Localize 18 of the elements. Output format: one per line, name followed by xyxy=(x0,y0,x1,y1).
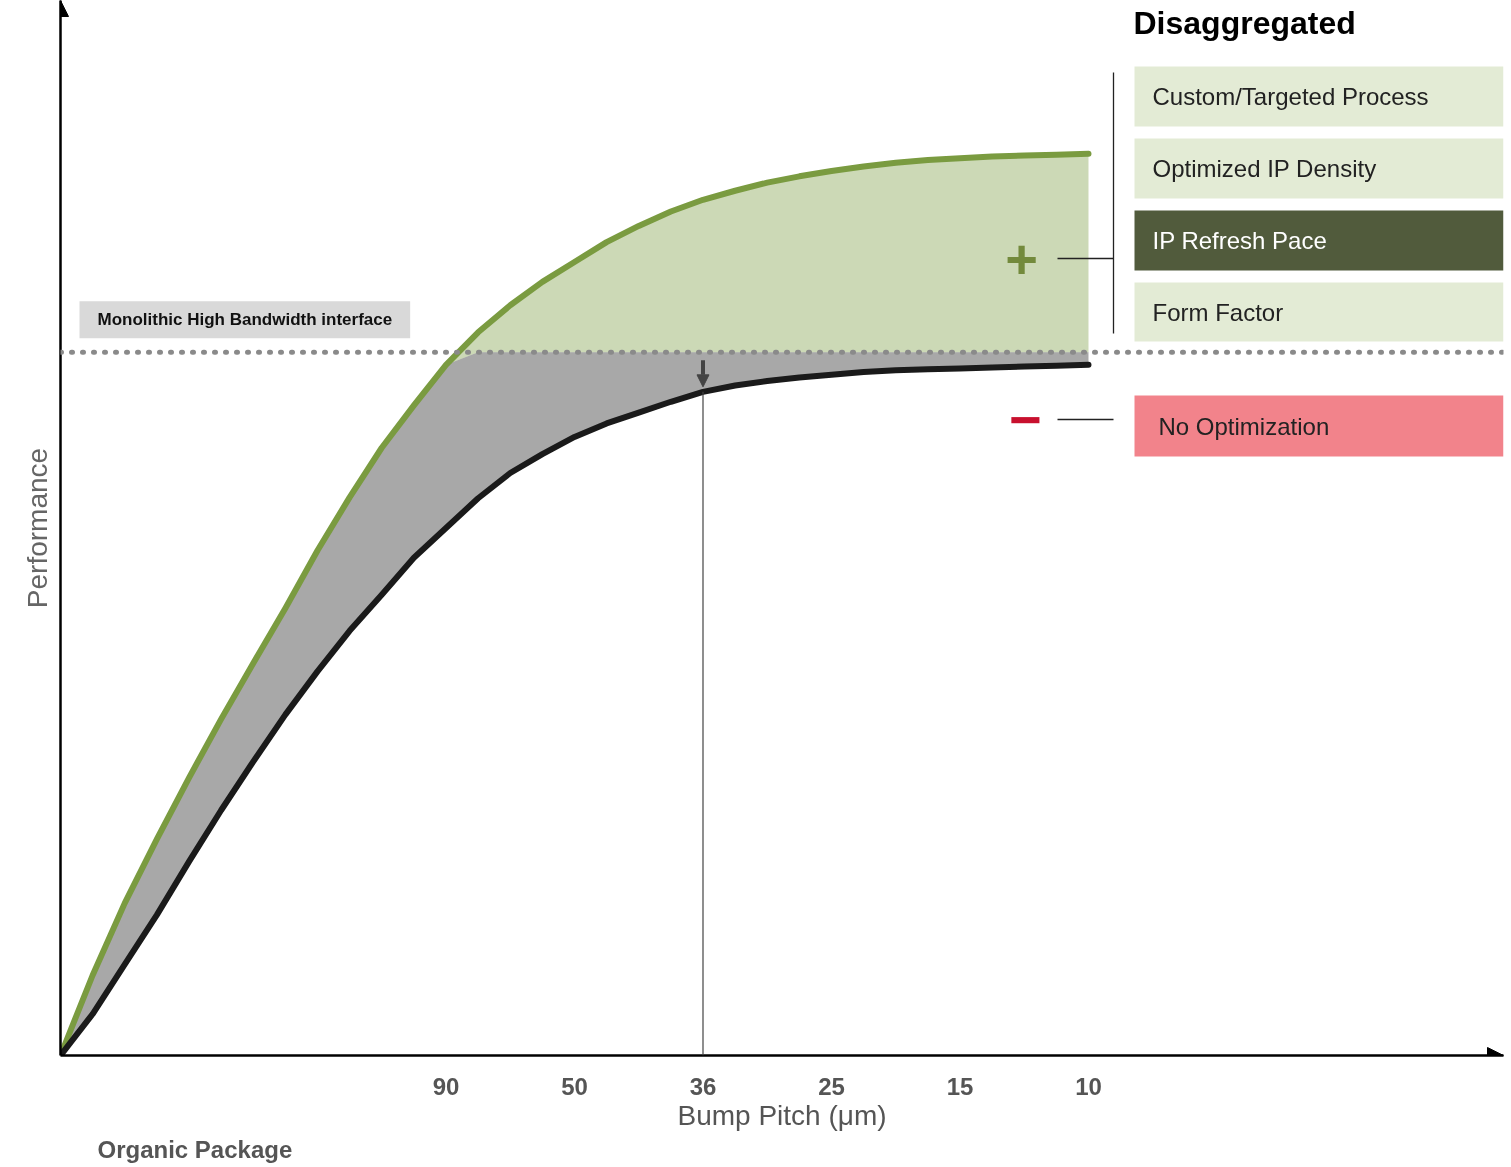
annotation: + xyxy=(1005,226,1038,290)
text: Optimized IP Density xyxy=(1152,155,1377,182)
text: Custom/Targeted Process xyxy=(1152,83,1429,110)
y-axis-title: Performance xyxy=(21,447,53,609)
x-axis-title: Bump Pitch (μm) xyxy=(677,1099,887,1131)
text: Organic Package xyxy=(97,1135,293,1163)
x-tick-label: 90 xyxy=(432,1072,460,1100)
x-tick-label: 50 xyxy=(561,1072,588,1100)
x-tick-label: 10 xyxy=(1075,1072,1102,1100)
text: Disaggregated xyxy=(1133,4,1356,41)
x-tick-label: 25 xyxy=(818,1072,845,1100)
text: IP Refresh Pace xyxy=(1152,227,1327,254)
ref-line-label: Monolithic High Bandwidth interface xyxy=(97,310,393,330)
x-tick-label: 15 xyxy=(946,1072,974,1100)
annotation: − xyxy=(1009,387,1042,451)
text: Form Factor xyxy=(1152,298,1284,326)
x-tick-label: 36 xyxy=(689,1072,717,1100)
text: No Optimization xyxy=(1158,412,1330,440)
